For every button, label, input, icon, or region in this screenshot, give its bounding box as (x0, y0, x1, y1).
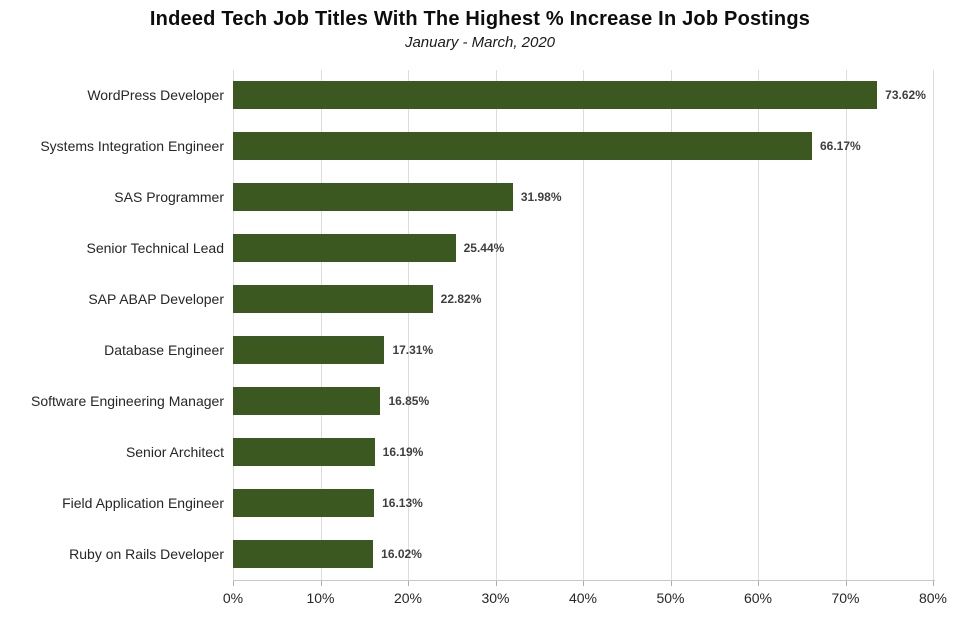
category-label: Database Engineer (104, 342, 224, 358)
x-axis-tick-label: 20% (393, 590, 423, 606)
bar-row: WordPress Developer 73.62% (0, 70, 960, 121)
bar (233, 285, 433, 313)
bar-row: Systems Integration Engineer 66.17% (0, 121, 960, 172)
x-axis-tick-label: 50% (656, 590, 685, 606)
x-axis-tick (583, 581, 584, 586)
category-label: SAS Programmer (114, 189, 224, 205)
gridline (933, 70, 934, 580)
x-axis-tick (408, 581, 409, 586)
value-label: 73.62% (885, 88, 926, 102)
gridline (845, 70, 847, 580)
value-label: 16.19% (382, 445, 424, 459)
gridline (233, 70, 234, 580)
x-axis-tick-label: 60% (743, 590, 773, 606)
category-label: Field Application Engineer (62, 495, 224, 511)
x-axis-tick (233, 581, 234, 586)
gridline (670, 70, 672, 580)
gridline (583, 70, 584, 580)
category-label: Systems Integration Engineer (40, 138, 224, 154)
bar (233, 540, 374, 568)
gridline (758, 70, 759, 580)
bar-row: Database Engineer 17.31% (0, 325, 960, 376)
category-label: Software Engineering Manager (30, 393, 224, 409)
gridline (495, 70, 497, 580)
x-axis-tick (495, 581, 497, 586)
x-axis-tick-label: 70% (831, 590, 860, 606)
x-axis-line (233, 580, 935, 581)
bar (233, 489, 375, 517)
value-label: 16.85% (388, 394, 430, 408)
x-axis-tick-label: 80% (918, 590, 948, 606)
x-axis-tick-label: 10% (306, 590, 335, 606)
bar-row: Senior Architect 16.19% (0, 427, 960, 478)
bar (233, 183, 513, 211)
x-axis-tick (933, 581, 934, 586)
category-label: SAP ABAP Developer (88, 291, 224, 307)
bar (233, 234, 456, 262)
bar (233, 81, 878, 109)
gridline (408, 70, 409, 580)
chart-subtitle: January - March, 2020 (404, 34, 556, 51)
category-label: Senior Architect (125, 444, 224, 460)
value-label: 66.17% (819, 139, 861, 153)
bar (233, 438, 375, 466)
x-axis-tick-label: 40% (568, 590, 598, 606)
bar-row: SAS Programmer 31.98% (0, 172, 960, 223)
value-label: 16.13% (382, 496, 423, 510)
bar (233, 336, 385, 364)
category-label: Senior Technical Lead (86, 240, 224, 256)
value-label: 16.02% (381, 547, 422, 561)
bar-row: Senior Technical Lead 25.44% (0, 223, 960, 274)
x-axis-tick (320, 581, 322, 586)
chart-title: Indeed Tech Job Titles With The Highest … (149, 8, 811, 30)
value-label: 25.44% (463, 241, 505, 255)
category-label: Ruby on Rails Developer (69, 546, 224, 562)
gridlines-container (233, 70, 934, 580)
plot-area: WordPress Developer 73.62% Systems Integra… (0, 70, 960, 606)
bar-row: Software Engineering Manager 16.85% (0, 376, 960, 427)
x-axis-tick (845, 581, 847, 586)
value-label: 17.31% (392, 343, 434, 357)
category-label: WordPress Developer (87, 87, 224, 103)
gridline (320, 70, 322, 580)
bar (233, 387, 381, 415)
bar-row: Ruby on Rails Developer 16.02% (0, 529, 960, 580)
x-axis-tick (670, 581, 672, 586)
value-label: 31.98% (520, 190, 562, 204)
bar (233, 132, 812, 160)
bar-row: Field Application Engineer 16.13% (0, 478, 960, 529)
x-axis-tick-label: 0% (222, 590, 244, 606)
bar-row: SAP ABAP Developer 22.82% (0, 274, 960, 325)
value-label: 22.82% (440, 292, 482, 306)
x-axis-tick (758, 581, 759, 586)
x-axis-tick-label: 30% (481, 590, 510, 606)
